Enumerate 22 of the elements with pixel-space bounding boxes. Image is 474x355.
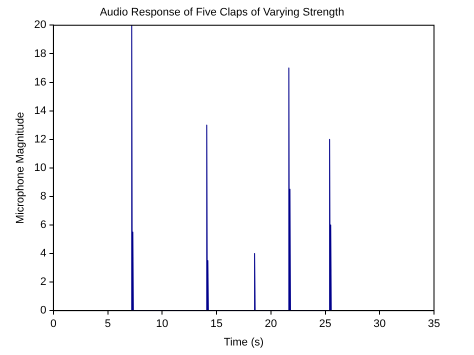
y-tick-label: 12 (34, 133, 46, 146)
y-tick-label: 16 (34, 76, 46, 88)
y-tick-label: 0 (40, 304, 46, 317)
y-tick-label: 2 (40, 276, 46, 288)
x-tick-label: 10 (156, 318, 168, 330)
x-tick-label: 25 (319, 318, 332, 330)
x-tick-label: 20 (264, 318, 278, 330)
y-tick-label: 20 (34, 19, 46, 32)
x-tick-label: 15 (210, 318, 223, 330)
x-tick-label: 0 (50, 318, 56, 330)
x-tick-label: 35 (428, 318, 440, 330)
x-axis-title: Time (s) (224, 336, 264, 348)
x-tick-label: 30 (374, 318, 386, 330)
y-tick-label: 14 (34, 104, 46, 117)
y-tick-label: 8 (40, 190, 46, 202)
y-axis-title: Microphone Magnitude (14, 112, 27, 224)
y-tick-label: 4 (40, 248, 46, 260)
y-tick-label: 18 (34, 48, 46, 60)
y-tick-label: 10 (34, 162, 46, 174)
chart-title: Audio Response of Five Claps of Varying Strength (100, 6, 344, 19)
x-tick-label: 5 (104, 318, 111, 330)
y-tick-label: 6 (40, 219, 46, 232)
